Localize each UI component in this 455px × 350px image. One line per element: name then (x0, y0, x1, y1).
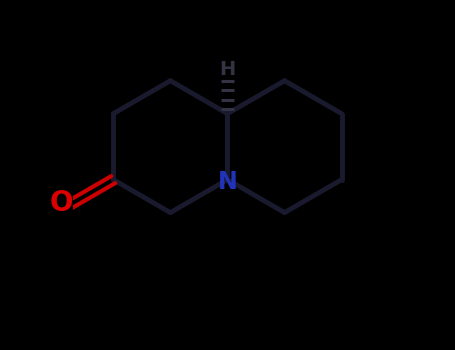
Text: O: O (50, 189, 73, 217)
Text: N: N (217, 170, 238, 195)
Text: H: H (219, 60, 236, 79)
